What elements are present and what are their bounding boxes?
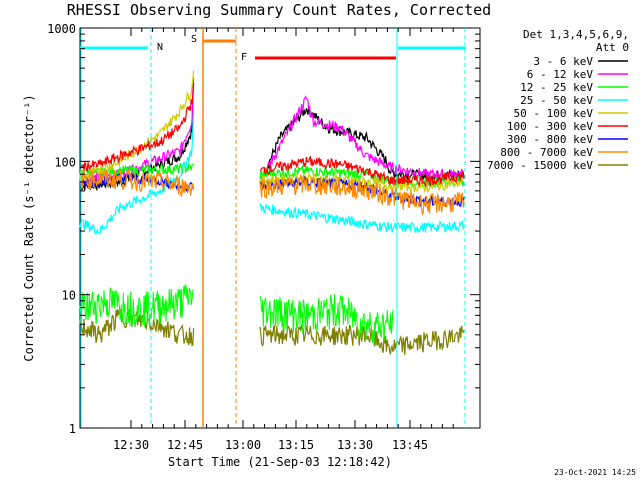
green-burst-line (79, 283, 394, 345)
y-tick-label-3: 1000 (47, 22, 76, 36)
y-tick-label-0: 1 (69, 422, 76, 436)
x-tick-label-0: 12:30 (113, 438, 149, 452)
annotation-layer: N S F (80, 28, 466, 428)
x-tick-label-2: 13:00 (225, 438, 261, 452)
x-tick-label-5: 13:45 (392, 438, 428, 452)
legend-label-3: 25 - 50 keV (520, 94, 593, 107)
legend-label-7: 800 - 7000 keV (500, 146, 593, 159)
legend-label-4: 50 - 100 keV (514, 107, 594, 120)
chart-title: RHESSI Observing Summary Count Rates, Co… (67, 1, 491, 19)
x-tick-label-1: 12:45 (167, 438, 203, 452)
data-layer (79, 70, 465, 355)
x-tick-label-3: 13:15 (278, 438, 314, 452)
legend-label-6: 300 - 800 keV (507, 133, 593, 146)
x-axis-label: Start Time (21-Sep-03 12:18:42) (168, 455, 392, 469)
legend-label-8: 7000 - 15000 keV (487, 159, 593, 172)
legend-label-1: 6 - 12 keV (527, 68, 594, 81)
axes-layer: 1 10 100 1000 12:30 12:45 13:00 13:15 13:30 13:45 (47, 22, 480, 452)
plot-frame (79, 27, 481, 429)
series-line-5 (79, 83, 465, 188)
y-tick-label-2: 100 (54, 155, 76, 169)
series-line-1 (79, 77, 465, 186)
series-line-4 (79, 70, 465, 194)
y-tick-label-1: 10 (62, 289, 76, 303)
annotation-label-S: S (191, 34, 197, 45)
x-tick-label-4: 13:30 (337, 438, 373, 452)
legend-header-line1: Det 1,3,4,5,6,9, (523, 28, 629, 41)
legend-label-5: 100 - 300 keV (507, 120, 593, 133)
annotation-label-F: F (241, 52, 247, 63)
legend-label-2: 12 - 25 keV (520, 81, 593, 94)
footer-date: 23-Oct-2021 14:25 (554, 468, 636, 477)
y-axis-label: Corrected Count Rate (s⁻¹ detector⁻¹) (22, 94, 36, 361)
series-line-7 (79, 169, 465, 216)
series-line-3 (79, 109, 465, 236)
annotation-label-N: N (157, 42, 163, 53)
legend-header-line2: Att 0 (596, 41, 629, 54)
legend-label-0: 3 - 6 keV (533, 55, 593, 68)
